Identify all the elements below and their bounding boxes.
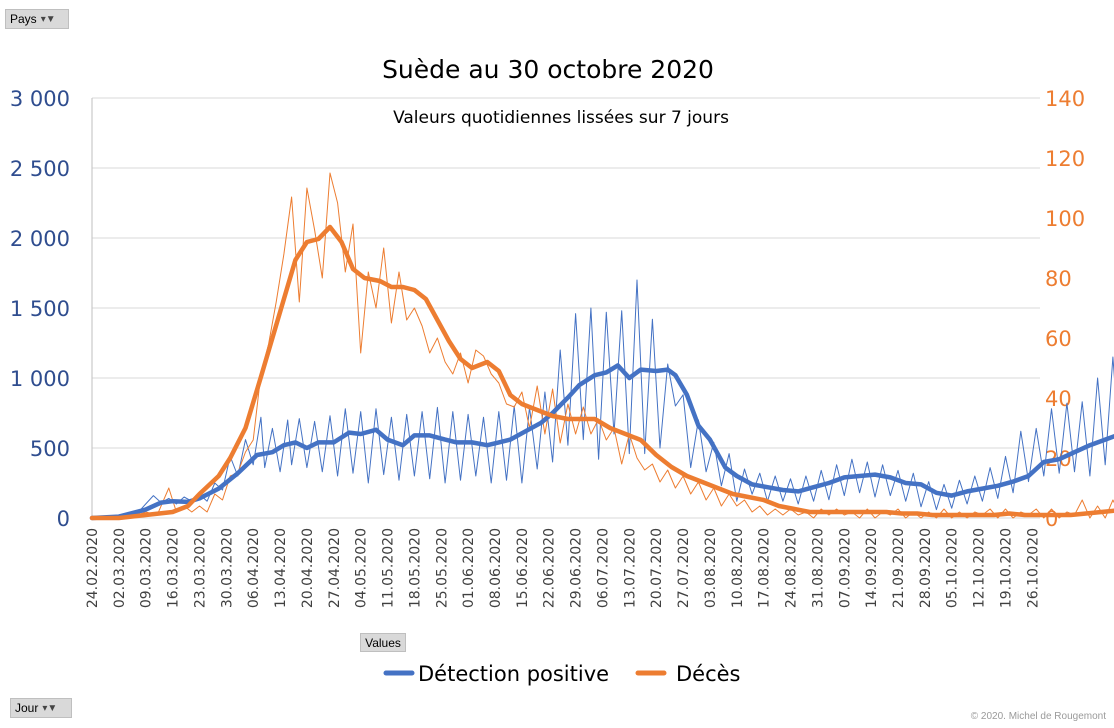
x-tick-label: 31.08.2020 [810, 528, 826, 608]
x-tick-label: 27.07.2020 [676, 528, 692, 608]
left-axis-ticks: 0 500 1 000 1 500 2 000 2 500 3 000 [10, 87, 70, 531]
x-tick-label: 30.03.2020 [219, 528, 235, 608]
x-tick-label: 05.10.2020 [945, 528, 961, 608]
jour-filter-label: Jour [15, 701, 39, 715]
x-tick-label: 23.03.2020 [192, 528, 208, 608]
left-tick-label: 2 000 [10, 227, 70, 251]
deces-smoothed-line [89, 224, 1114, 521]
x-tick-label: 26.10.2020 [1025, 528, 1041, 608]
x-tick-label: 12.10.2020 [972, 528, 988, 608]
left-tick-label: 0 [57, 507, 70, 531]
x-tick-label: 04.05.2020 [354, 528, 370, 608]
chart-subtitle: Valeurs quotidiennes lissées sur 7 jours [393, 108, 729, 128]
chart-title: Suède au 30 octobre 2020 [382, 55, 714, 84]
x-tick-label: 16.03.2020 [166, 528, 182, 608]
left-tick-label: 1 000 [10, 367, 70, 391]
legend-label: Décès [676, 662, 741, 686]
detection-smoothed-line [89, 363, 1114, 521]
right-tick-label: 0 [1045, 507, 1058, 531]
x-tick-label: 21.09.2020 [891, 528, 907, 608]
x-tick-label: 02.03.2020 [112, 528, 128, 608]
x-tick-label: 14.09.2020 [864, 528, 880, 608]
x-tick-label: 25.05.2020 [434, 528, 450, 608]
x-tick-label: 11.05.2020 [381, 528, 397, 608]
left-tick-label: 1 500 [10, 297, 70, 321]
x-tick-label: 27.04.2020 [327, 528, 343, 608]
grid-lines [91, 97, 1040, 519]
left-tick-label: 3 000 [10, 87, 70, 111]
x-tick-label: 10.08.2020 [730, 528, 746, 608]
series-lines [89, 172, 1114, 521]
x-tick-label: 13.04.2020 [273, 528, 289, 608]
x-tick-label: 13.07.2020 [622, 528, 638, 608]
x-tick-label: 19.10.2020 [998, 528, 1014, 608]
x-tick-label: 06.07.2020 [595, 528, 611, 608]
x-tick-label: 28.09.2020 [918, 528, 934, 608]
x-tick-label: 06.04.2020 [246, 528, 262, 608]
right-tick-label: 60 [1045, 327, 1072, 351]
x-tick-label: 24.08.2020 [784, 528, 800, 608]
legend: Détection positive Décès [383, 662, 741, 686]
x-tick-label: 01.06.2020 [461, 528, 477, 608]
x-tick-label: 15.06.2020 [515, 528, 531, 608]
right-tick-label: 120 [1045, 147, 1085, 171]
x-axis-ticks: 24.02.2020 02.03.2020 09.03.2020 16.03.2020… [85, 528, 1041, 608]
x-tick-label: 20.07.2020 [649, 528, 665, 608]
values-button[interactable]: Values [360, 633, 406, 652]
jour-filter-button[interactable]: Jour ▾▼ [10, 698, 72, 718]
filter-icon: ▾▼ [40, 13, 56, 25]
pays-filter-label: Pays [10, 12, 37, 26]
x-tick-label: 29.06.2020 [569, 528, 585, 608]
filter-icon: ▾▼ [42, 702, 58, 714]
right-tick-label: 80 [1045, 267, 1072, 291]
x-tick-label: 22.06.2020 [542, 528, 558, 608]
detection-raw-line [91, 279, 1114, 519]
x-tick-label: 03.08.2020 [703, 528, 719, 608]
x-tick-label: 17.08.2020 [757, 528, 773, 608]
legend-label: Détection positive [418, 662, 609, 686]
right-tick-label: 140 [1045, 87, 1085, 111]
x-tick-label: 08.06.2020 [488, 528, 504, 608]
x-tick-label: 09.03.2020 [139, 528, 155, 608]
copyright-notice: © 2020. Michel de Rougemont [970, 711, 1106, 722]
right-tick-label: 100 [1045, 207, 1085, 231]
x-tick-label: 24.02.2020 [85, 528, 101, 608]
left-tick-label: 500 [30, 437, 70, 461]
x-tick-label: 18.05.2020 [407, 528, 423, 608]
pays-filter-button[interactable]: Pays ▾▼ [5, 9, 69, 29]
x-tick-label: 07.09.2020 [837, 528, 853, 608]
left-tick-label: 2 500 [10, 157, 70, 181]
x-tick-label: 20.04.2020 [300, 528, 316, 608]
